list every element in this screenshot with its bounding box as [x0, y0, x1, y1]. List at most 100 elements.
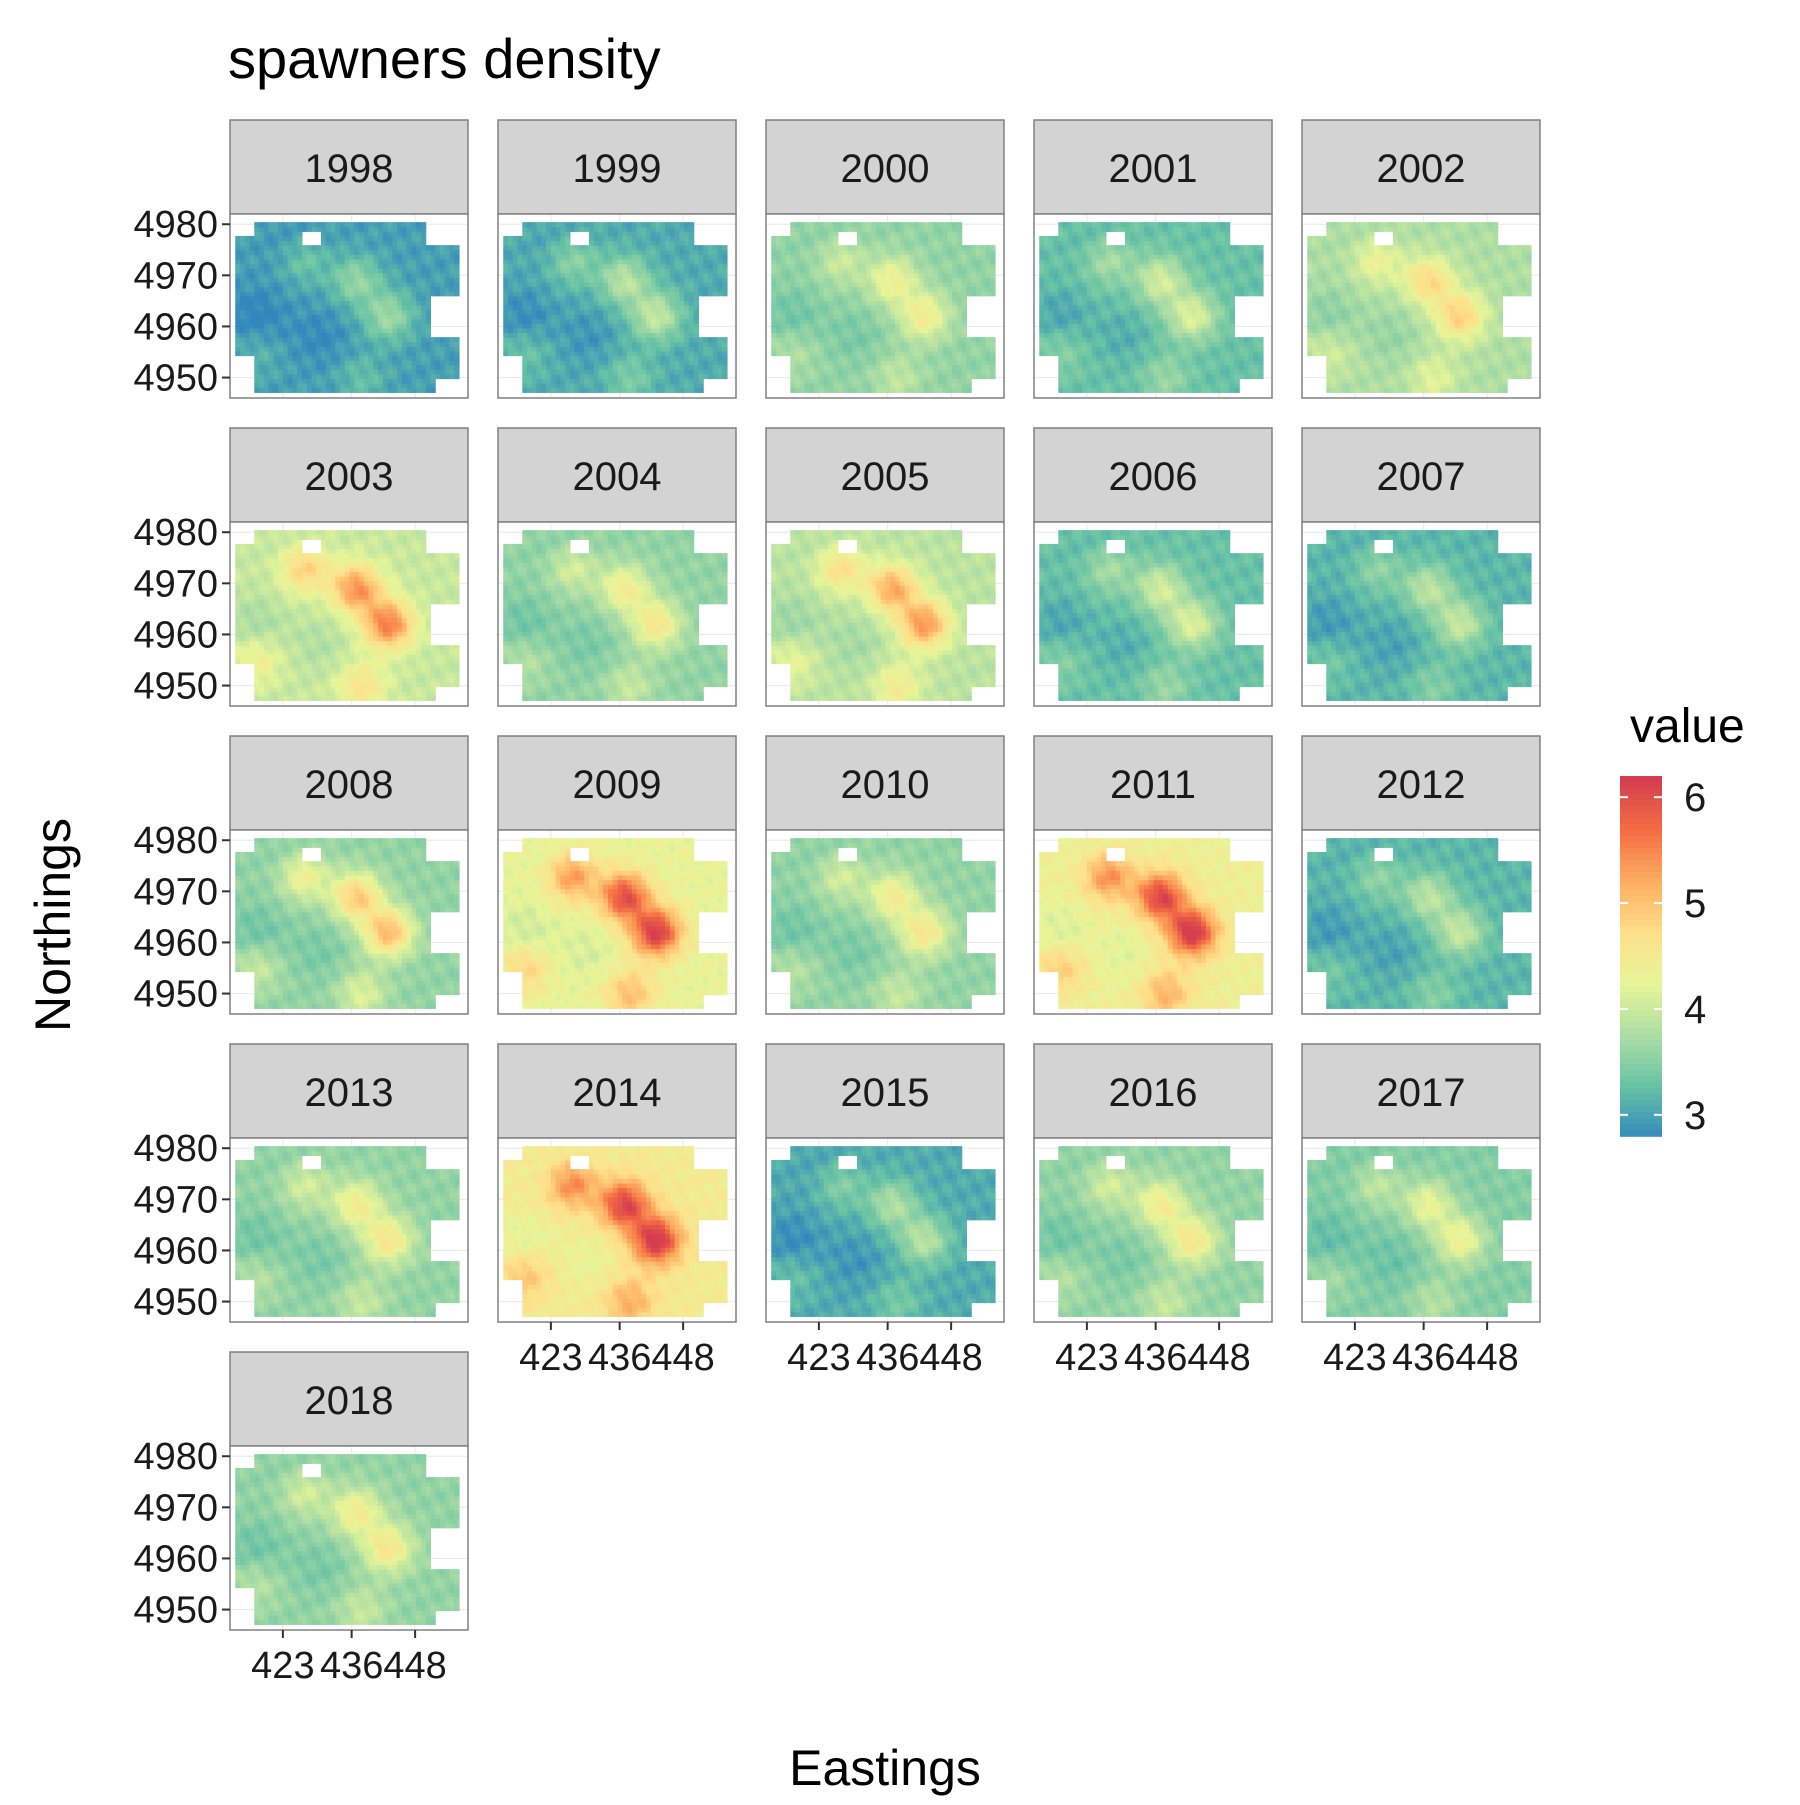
heat-cell	[269, 374, 274, 379]
heat-cell	[857, 259, 862, 264]
heat-cell	[646, 360, 651, 365]
heat-cell	[407, 337, 412, 342]
heat-cell	[373, 282, 378, 287]
heat-cell	[890, 346, 895, 351]
heat-cell	[579, 273, 584, 278]
heat-cell	[532, 365, 537, 370]
heat-cell	[527, 351, 532, 356]
heat-cell	[914, 337, 919, 342]
heat-cell	[895, 231, 900, 236]
heat-cell	[665, 250, 670, 255]
heat-cell	[503, 241, 508, 246]
heat-cell	[579, 296, 584, 301]
heat-cell	[598, 369, 603, 374]
heat-cell	[838, 264, 843, 269]
heat-cell	[508, 268, 513, 273]
heat-cell	[613, 337, 618, 342]
heat-cell	[957, 356, 962, 361]
heat-cell	[651, 383, 656, 388]
heat-cell	[1058, 328, 1063, 333]
heat-cell	[881, 277, 886, 282]
heat-cell	[805, 319, 810, 324]
heat-cell	[235, 296, 240, 301]
heat-cell	[603, 337, 608, 342]
heat-cell	[895, 356, 900, 361]
heat-cell	[1044, 277, 1049, 282]
heat-cell	[838, 227, 843, 232]
heat-cell	[340, 337, 345, 342]
heat-cell	[890, 236, 895, 241]
heat-cell	[316, 245, 321, 250]
heat-cell	[584, 379, 589, 384]
heat-cell	[250, 291, 255, 296]
heat-cell	[847, 323, 852, 328]
heat-cell	[240, 305, 245, 310]
heat-cell	[660, 305, 665, 310]
heat-cell	[546, 333, 551, 338]
heat-cell	[254, 369, 259, 374]
heat-cell	[651, 346, 656, 351]
heat-cell	[790, 250, 795, 255]
heat-cell	[679, 300, 684, 305]
heat-cell	[378, 227, 383, 232]
heat-cell	[703, 273, 708, 278]
heat-cell	[397, 236, 402, 241]
heat-cell	[943, 379, 948, 384]
heat-cell	[397, 360, 402, 365]
heat-cell	[819, 310, 824, 315]
heat-cell	[383, 268, 388, 273]
heat-cell	[698, 245, 703, 250]
heat-cell	[914, 231, 919, 236]
heat-cell	[407, 305, 412, 310]
heat-cell	[771, 282, 776, 287]
heat-cell	[900, 369, 905, 374]
heat-cell	[383, 236, 388, 241]
heat-cell	[302, 254, 307, 259]
heat-cell	[824, 268, 829, 273]
heat-cell	[698, 388, 703, 393]
heat-cell	[349, 323, 354, 328]
heat-cell	[828, 305, 833, 310]
heat-cell	[627, 250, 632, 255]
heat-cell	[800, 328, 805, 333]
heat-cell	[541, 337, 546, 342]
heat-cell	[833, 337, 838, 342]
heat-cell	[570, 379, 575, 384]
heat-cell	[928, 291, 933, 296]
heat-cell	[617, 245, 622, 250]
heat-cell	[359, 277, 364, 282]
heat-cell	[637, 369, 642, 374]
heat-cell	[411, 319, 416, 324]
heat-cell	[326, 231, 331, 236]
heat-cell	[378, 333, 383, 338]
heat-cell	[354, 287, 359, 292]
heat-cell	[402, 379, 407, 384]
heat-cell	[1039, 346, 1044, 351]
heat-cell	[985, 250, 990, 255]
heat-cell	[283, 369, 288, 374]
heat-cell	[546, 291, 551, 296]
heat-cell	[622, 333, 627, 338]
heat-cell	[627, 277, 632, 282]
heat-cell	[316, 310, 321, 315]
heat-cell	[909, 369, 914, 374]
heat-cell	[354, 337, 359, 342]
heat-cell	[402, 319, 407, 324]
heat-cell	[435, 346, 440, 351]
heat-cell	[786, 346, 791, 351]
heat-cell	[245, 268, 250, 273]
heat-cell	[311, 254, 316, 259]
heat-cell	[513, 342, 518, 347]
heat-cell	[354, 259, 359, 264]
heat-cell	[943, 365, 948, 370]
heat-cell	[819, 264, 824, 269]
heat-cell	[943, 296, 948, 301]
heat-cell	[364, 241, 369, 246]
heat-cell	[449, 337, 454, 342]
heat-cell	[518, 300, 523, 305]
heat-cell	[608, 282, 613, 287]
heat-cell	[933, 337, 938, 342]
heat-cell	[302, 383, 307, 388]
heat-cell	[914, 296, 919, 301]
heat-cell	[641, 300, 646, 305]
